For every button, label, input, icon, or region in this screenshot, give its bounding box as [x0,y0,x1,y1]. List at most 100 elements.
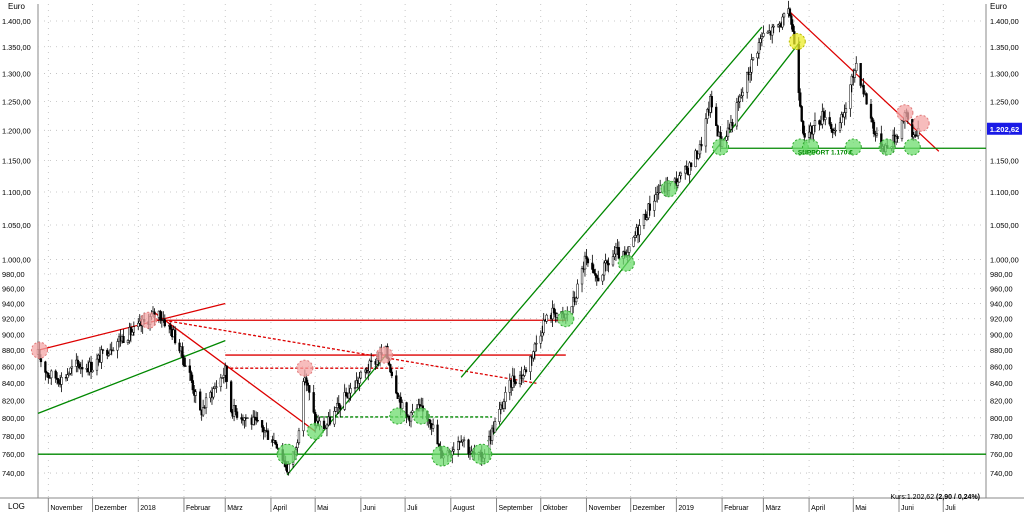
candle-body [274,440,277,445]
candle-body [638,225,641,236]
y-tick-label-left: 960,00 [2,285,25,294]
candle-body [112,349,115,352]
candle-body [107,353,110,356]
candle-body [679,172,682,176]
candle-body [467,439,470,455]
y-tick-label-right: 1.250,00 [990,97,1019,106]
candle-body [163,319,166,327]
x-tick-label: Mai [855,505,867,512]
candle-body [802,121,805,134]
candle-body [657,192,660,194]
candle-body [689,162,693,167]
candle-body [306,382,309,386]
candle-body [518,374,522,384]
y-unit-left: Euro [8,2,25,11]
x-tick-label: Juli [407,505,418,512]
candle-body [370,360,373,362]
candle-body [807,131,811,138]
candle-body [617,247,621,259]
candle-body [545,314,548,322]
x-tick-label: November [50,505,83,512]
candle-body [234,405,237,413]
candle-body [89,361,93,373]
candle-body [535,342,538,345]
candle-body [417,404,420,409]
candle-body [597,277,600,282]
highlight-marker [140,311,158,329]
annotations: SUPPORT 1.170 € 1.202,62 [798,122,1022,156]
candle-body [853,70,856,78]
candle-body [656,192,659,195]
candle-body [591,262,594,270]
candle-body [368,360,371,372]
candle-body [855,63,858,71]
highlight-marker [617,254,635,272]
candle-body [312,392,315,413]
candle-body [182,357,186,367]
y-tick-label-right: 800,00 [990,414,1013,423]
candle-body [109,349,112,355]
candle-body [459,441,463,443]
candle-body [256,419,259,422]
candle-body [738,96,741,103]
candle-body [653,200,656,211]
y-tick-label-left: 940,00 [2,299,25,308]
x-tick-label: Februar [724,505,749,512]
candle-body [613,253,616,257]
highlight-marker [30,341,48,359]
last-price-label: 1.202,62 [990,125,1020,134]
candle-body [697,153,700,159]
candle-body [457,441,460,450]
candle-body [504,392,507,402]
candle-body [911,119,914,138]
candle-body [45,372,48,374]
candlesticks [36,0,920,476]
highlight-marker [431,445,453,467]
trend-line [154,312,316,432]
last-price-box [987,122,1022,135]
candle-body [222,374,225,378]
y-tick-label-right: 780,00 [990,432,1013,441]
candle-body [626,252,629,256]
y-tick-label-right: 1.400,00 [990,17,1019,26]
candle-body [523,369,526,376]
candle-body [803,133,806,138]
candle-body [585,255,588,260]
candle-body [645,217,649,220]
candle-body [700,144,703,147]
candle-body [54,370,57,379]
y-tick-label-left: 920,00 [2,315,25,324]
candle-body [614,247,618,255]
candle-body [297,430,301,444]
y-tick-label-right: 1.000,00 [990,256,1019,265]
candle-body [790,15,793,25]
candle-body [580,268,584,285]
candle-body [436,424,439,445]
candle-body [240,417,243,420]
candle-body [490,427,494,441]
candle-body [462,439,466,441]
support-label: SUPPORT 1.170 € [798,149,853,156]
candle-body [390,371,393,376]
candle-body [869,103,873,119]
candle-body [533,343,537,352]
candle-body [797,43,800,93]
candle-body [849,84,852,109]
candle-body [741,91,744,97]
candle-body [225,365,228,382]
candle-body [199,391,202,411]
candle-body [173,329,177,344]
candle-body [872,121,876,135]
candle-body [56,377,59,380]
candle-body [215,386,218,388]
candle-body [894,136,898,143]
candle-body [95,358,99,371]
highlight-marker [296,359,314,377]
candle-body [915,135,918,137]
candle-body [190,372,193,381]
y-tick-label-right: 940,00 [990,299,1013,308]
candle-body [865,93,868,105]
candle-body [367,371,370,373]
highlight-marker [389,407,407,425]
candle-body [594,273,597,276]
